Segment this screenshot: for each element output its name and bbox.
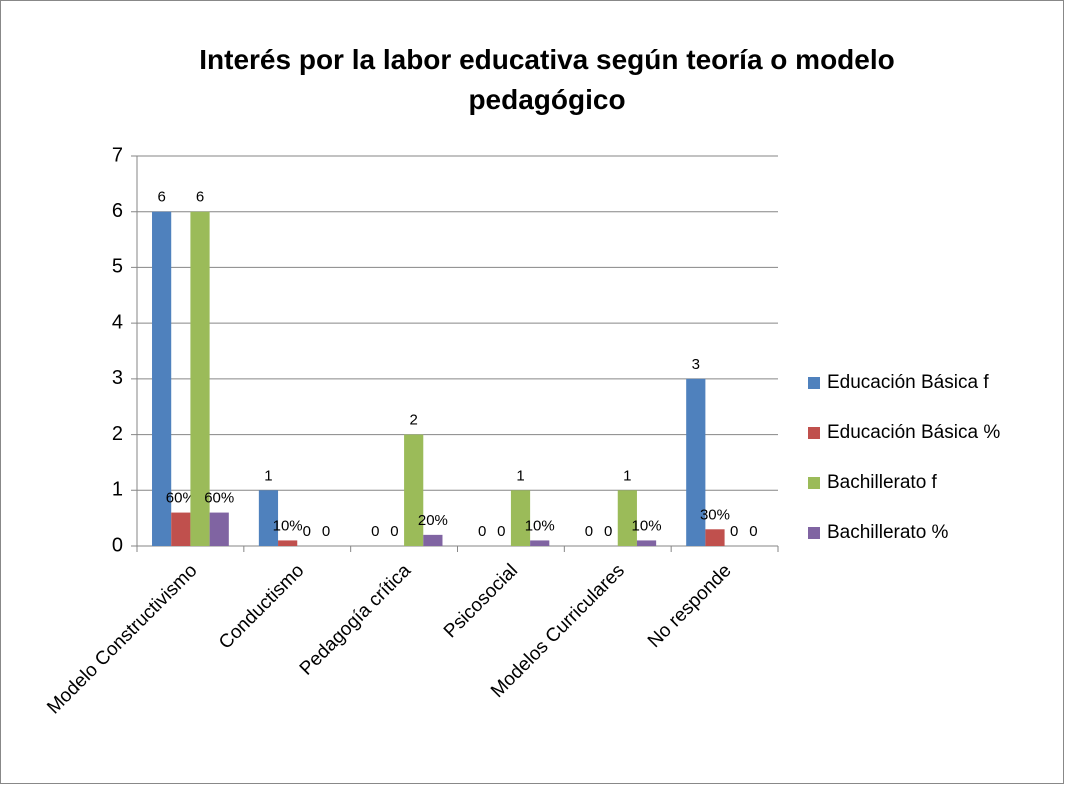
bar <box>190 211 210 546</box>
bar <box>258 490 279 546</box>
legend-swatch <box>808 377 820 389</box>
data-label: 10% <box>273 517 303 534</box>
data-label: 0 <box>322 523 330 540</box>
data-label: 0 <box>478 523 486 540</box>
data-label: 0 <box>749 523 757 540</box>
legend-swatch <box>808 527 820 539</box>
data-label: 0 <box>497 523 505 540</box>
legend-swatch <box>808 427 820 439</box>
bar <box>152 211 172 546</box>
data-label: 60% <box>166 490 196 507</box>
y-tick-label: 0 <box>112 534 123 556</box>
data-label: 1 <box>516 467 524 484</box>
bar <box>278 540 298 546</box>
bar <box>510 490 531 546</box>
bar <box>171 512 191 546</box>
y-tick-label: 1 <box>112 479 123 501</box>
data-label: 0 <box>604 523 612 540</box>
data-label: 0 <box>585 523 593 540</box>
bar <box>530 540 550 546</box>
data-label: 0 <box>303 523 311 540</box>
data-label: 1 <box>623 467 631 484</box>
legend-label: Bachillerato % <box>827 522 949 543</box>
data-label: 3 <box>692 356 700 373</box>
y-tick-label: 2 <box>112 423 123 445</box>
bar <box>404 434 424 546</box>
data-label: 6 <box>196 189 204 206</box>
data-label: 0 <box>371 523 379 540</box>
chart-title: Interés por la labor educativa según teo… <box>199 44 895 115</box>
data-label: 2 <box>410 412 418 429</box>
bar <box>617 490 637 546</box>
legend-label: Educación Básica % <box>827 422 1000 443</box>
data-label: 1 <box>264 467 272 484</box>
y-tick-label: 3 <box>112 367 123 389</box>
bar <box>686 378 706 546</box>
data-label: 0 <box>730 523 738 540</box>
bar <box>423 534 443 546</box>
bar <box>209 512 229 546</box>
bar <box>636 540 657 546</box>
data-label: 60% <box>204 490 234 507</box>
y-tick-label: 5 <box>112 256 123 278</box>
legend-label: Educación Básica f <box>827 372 989 393</box>
data-label: 30% <box>700 506 730 523</box>
data-label: 6 <box>157 189 165 206</box>
legend-swatch <box>808 477 820 489</box>
y-tick-label: 6 <box>112 200 123 222</box>
data-label: 10% <box>525 517 555 534</box>
legend-label: Bachillerato f <box>827 472 938 493</box>
bar <box>705 529 725 546</box>
y-tick-label: 4 <box>112 311 123 333</box>
data-label: 20% <box>418 512 448 529</box>
data-label: 0 <box>390 523 398 540</box>
data-label: 10% <box>632 517 662 534</box>
y-tick-label: 7 <box>112 144 123 166</box>
